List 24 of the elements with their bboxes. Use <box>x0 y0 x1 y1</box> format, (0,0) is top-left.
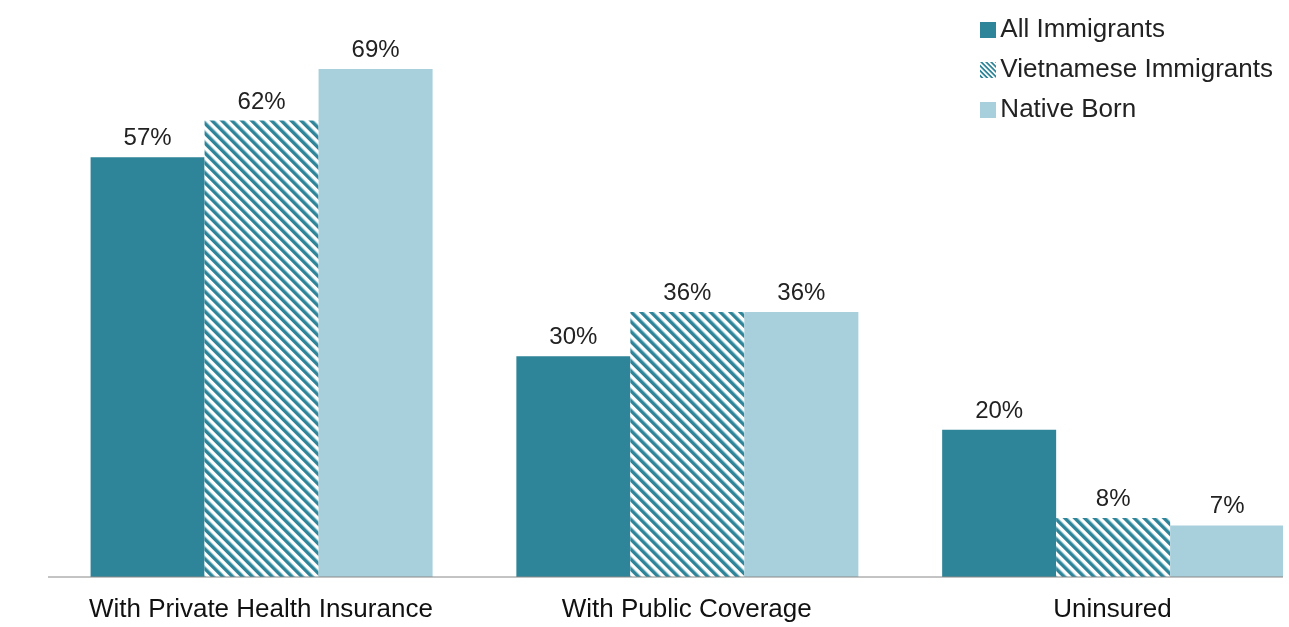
bar <box>942 429 1057 577</box>
data-label: 57% <box>123 123 172 151</box>
x-tick-label: Uninsured <box>1053 593 1172 624</box>
legend-label: All Immigrants <box>1000 13 1166 43</box>
data-label: 36% <box>777 277 826 305</box>
bar <box>90 157 205 577</box>
bar <box>318 69 433 577</box>
x-tick-label: With Private Health Insurance <box>88 593 433 624</box>
data-label: 7% <box>1209 491 1245 519</box>
legend-label: Native Born <box>1000 93 1137 123</box>
bar <box>630 311 745 577</box>
bar <box>516 356 631 577</box>
data-label: 30% <box>549 322 598 350</box>
data-label: 20% <box>975 395 1024 423</box>
legend-label: Vietnamese Immigrants <box>1000 53 1273 83</box>
bar <box>1056 518 1171 577</box>
data-label: 69% <box>351 35 400 62</box>
data-label: 62% <box>237 86 286 114</box>
x-tick-label: With Public Coverage <box>561 593 812 624</box>
bar <box>204 120 319 577</box>
data-label: 8% <box>1095 484 1131 512</box>
data-label: 36% <box>663 277 712 305</box>
bar <box>744 311 859 577</box>
bar <box>1170 525 1283 577</box>
